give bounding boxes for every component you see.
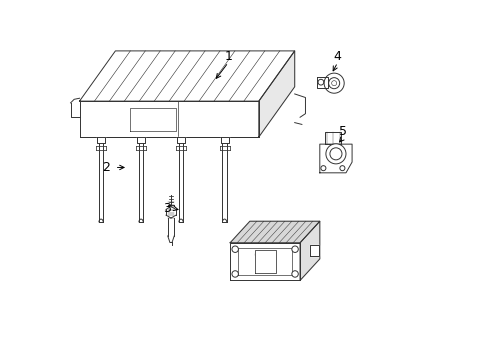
Polygon shape xyxy=(319,144,351,173)
Circle shape xyxy=(231,246,238,252)
Polygon shape xyxy=(258,51,294,137)
Polygon shape xyxy=(80,51,294,101)
Circle shape xyxy=(339,166,344,171)
Text: 1: 1 xyxy=(224,50,232,63)
Polygon shape xyxy=(137,137,144,143)
Circle shape xyxy=(231,271,238,277)
Polygon shape xyxy=(325,132,341,144)
Circle shape xyxy=(324,73,344,93)
Polygon shape xyxy=(230,221,319,243)
Polygon shape xyxy=(316,77,328,88)
Polygon shape xyxy=(97,137,105,143)
Text: 3: 3 xyxy=(163,202,171,215)
Circle shape xyxy=(320,166,325,171)
Circle shape xyxy=(325,144,346,164)
Polygon shape xyxy=(300,221,319,280)
Circle shape xyxy=(291,246,298,252)
Polygon shape xyxy=(309,246,318,256)
Text: 5: 5 xyxy=(338,125,346,138)
Text: 6: 6 xyxy=(253,249,261,262)
Polygon shape xyxy=(254,250,275,273)
Circle shape xyxy=(291,271,298,277)
Polygon shape xyxy=(80,101,258,137)
Polygon shape xyxy=(177,137,184,143)
Text: 2: 2 xyxy=(102,161,110,174)
Text: 4: 4 xyxy=(333,50,341,63)
Polygon shape xyxy=(230,243,300,280)
Polygon shape xyxy=(220,137,228,143)
